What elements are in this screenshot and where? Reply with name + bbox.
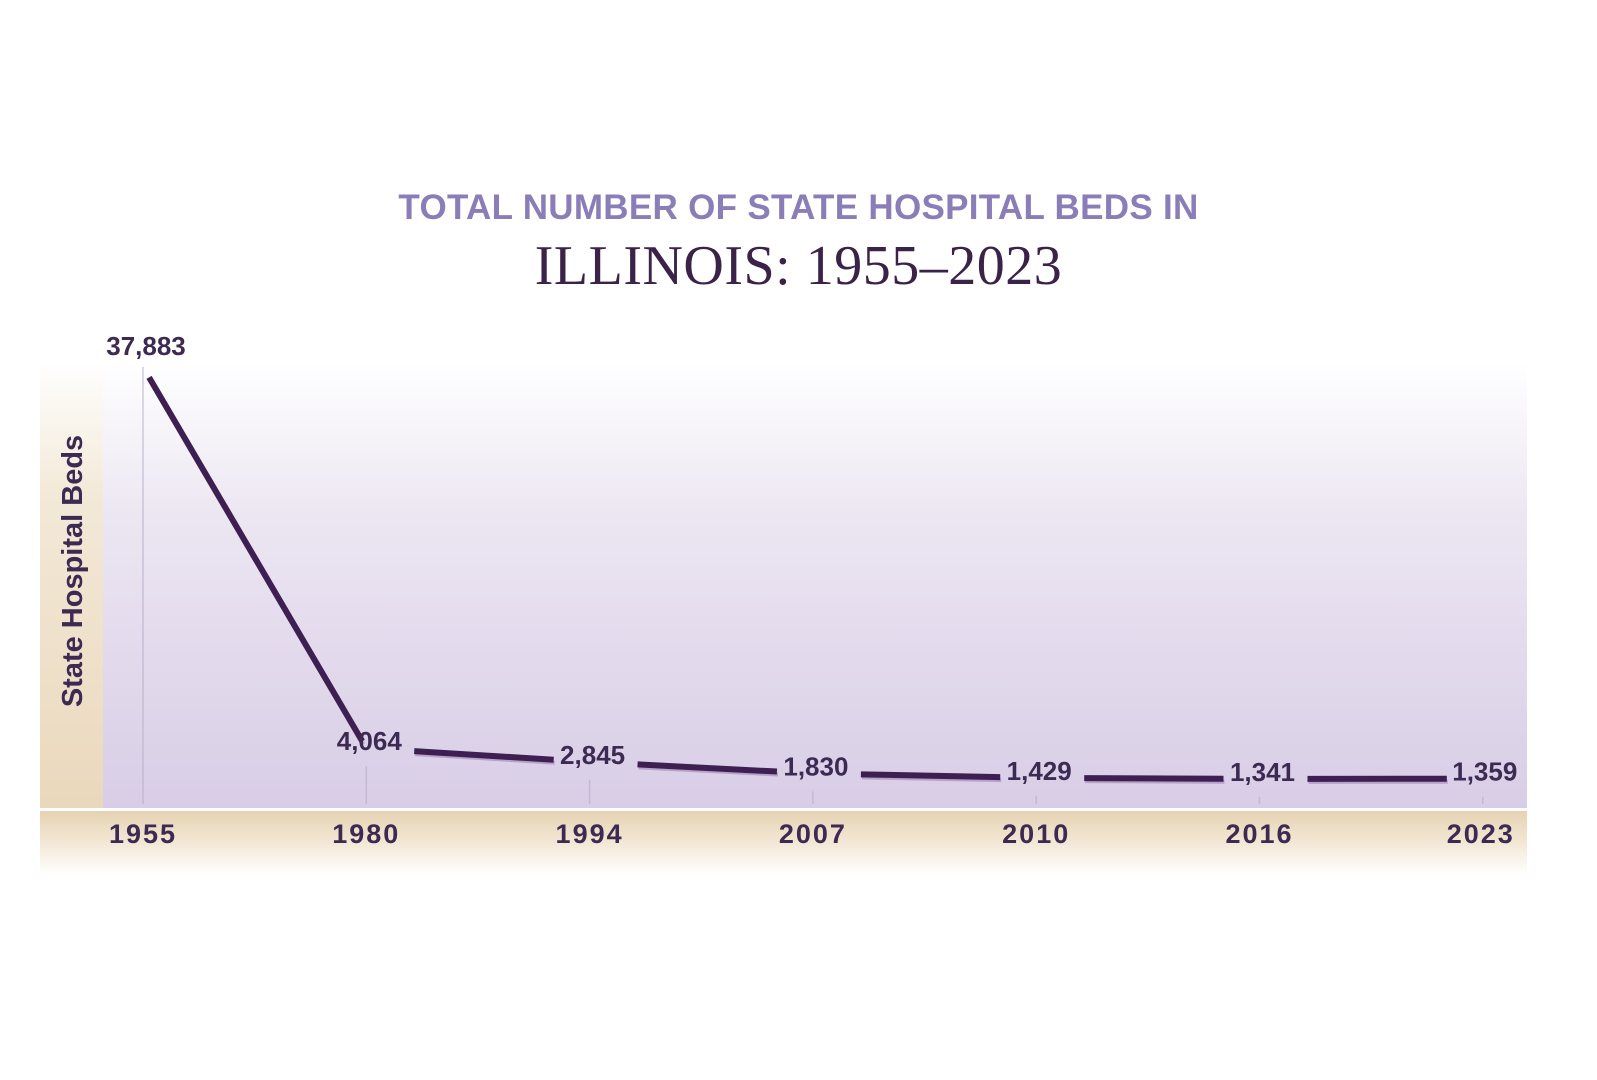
x-tick-2016: 2016 [1225, 819, 1293, 849]
chart-subtitle: ILLINOIS: 1955–2023 [534, 235, 1063, 297]
y-axis-band [40, 360, 103, 808]
x-tick-1994: 1994 [556, 819, 624, 849]
x-axis-band [40, 811, 1527, 875]
data-label-2010: 1,429 [1007, 756, 1072, 786]
x-tick-2023: 2023 [1447, 819, 1515, 849]
line-segment-1980-1994 [414, 748, 554, 763]
chart-title-block: TOTAL NUMBER OF STATE HOSPITAL BEDS IN I… [0, 188, 1597, 298]
chart-title: TOTAL NUMBER OF STATE HOSPITAL BEDS IN [398, 188, 1199, 227]
line-segment-2007-2010 [860, 771, 1001, 781]
drop-lines [142, 367, 1484, 804]
y-axis-label: State Hospital Beds [57, 435, 89, 707]
line-segment-1955-1980 [146, 375, 365, 743]
baseline [40, 808, 1527, 811]
x-tick-1955: 1955 [109, 819, 177, 849]
x-tick-1980: 1980 [332, 819, 400, 849]
data-label-2007: 1,830 [783, 751, 848, 781]
data-label-1955: 37,883 [106, 331, 186, 361]
x-tick-labels: 1955 1980 1994 2007 2010 2016 2023 [109, 819, 1515, 849]
data-label-2016: 1,341 [1230, 757, 1295, 787]
data-labels: 37,883 4,064 2,845 1,830 1,429 1,341 1,359 [106, 331, 1517, 787]
line-segment-2010-2016 [1084, 775, 1224, 782]
plot-background [40, 360, 1527, 875]
plot-area [103, 360, 1527, 808]
data-label-1980: 4,064 [337, 726, 403, 756]
x-tick-2010: 2010 [1002, 819, 1070, 849]
data-label-2023: 1,359 [1452, 757, 1517, 787]
x-tick-2007: 2007 [779, 819, 847, 849]
data-label-1994: 2,845 [560, 740, 625, 770]
line-segment-1994-2007 [637, 761, 778, 775]
series-line [146, 375, 1448, 784]
